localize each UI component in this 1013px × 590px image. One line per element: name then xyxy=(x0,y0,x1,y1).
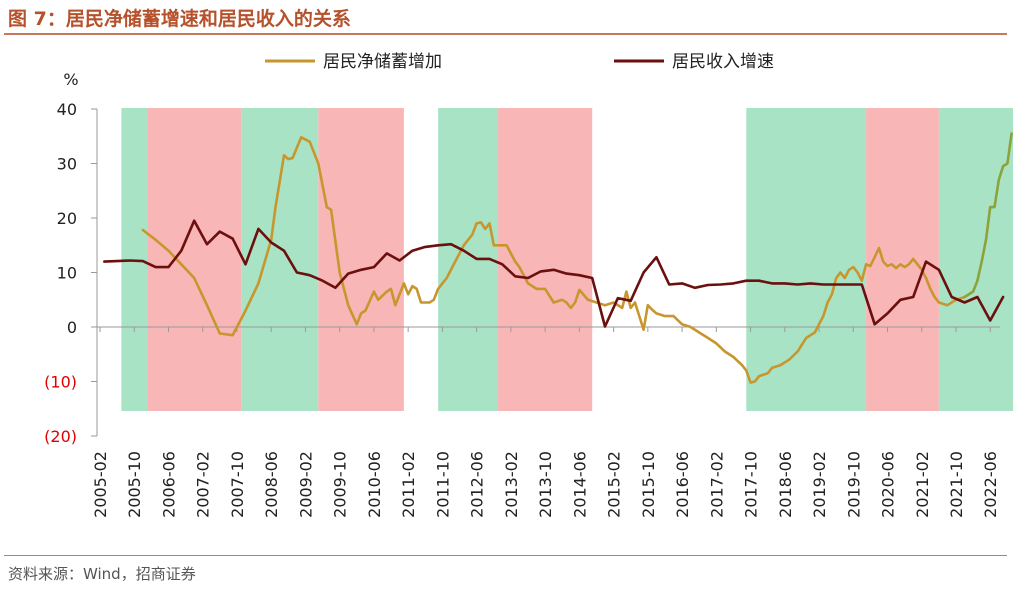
shaded-period-green xyxy=(746,108,867,411)
x-tick-label: 2021-02 xyxy=(913,451,932,518)
chart: 40 30 20 10 0 (10) (20)% 2005-02 2005-10 2006-06… xyxy=(44,52,1013,518)
x-tick-label: 2022-06 xyxy=(981,451,1000,518)
x-tick-label: 2007-10 xyxy=(228,451,247,518)
shaded-period-red xyxy=(318,108,404,411)
x-tick-label: 2019-10 xyxy=(844,451,863,518)
y-tick-label: 0 xyxy=(67,318,77,337)
y-axis-unit: % xyxy=(63,70,78,89)
x-tick-label: 2011-02 xyxy=(399,451,418,518)
x-tick-label: 2006-06 xyxy=(159,451,178,518)
series-line-0 xyxy=(141,136,966,384)
x-tick-label: 2015-10 xyxy=(639,451,658,518)
shaded-period-green xyxy=(241,108,319,411)
x-tick-label: 2020-06 xyxy=(879,451,898,518)
shaded-period-green xyxy=(938,108,1013,411)
y-tick-label: (10) xyxy=(44,373,77,392)
x-tick-label: 2014-06 xyxy=(570,451,589,518)
y-tick-label: 30 xyxy=(57,155,77,174)
legend: 居民净储蓄增加 居民收入增速 xyxy=(265,52,774,72)
y-axis: 40 30 20 10 0 (10) (20)% xyxy=(44,70,98,446)
x-tick-label: 2021-10 xyxy=(947,451,966,518)
x-tick-label: 2016-06 xyxy=(673,451,692,518)
footer-divider xyxy=(4,555,1007,556)
y-tick-label: (20) xyxy=(44,427,77,446)
series-line-1 xyxy=(103,219,1005,328)
y-tick-label: 40 xyxy=(57,100,77,119)
x-tick-label: 2019-02 xyxy=(810,451,829,518)
shaded-period-red xyxy=(147,108,242,411)
x-tick-label: 2018-06 xyxy=(776,451,795,518)
y-tick-label: 10 xyxy=(57,264,77,283)
x-tick-label: 2015-02 xyxy=(605,451,624,518)
x-tick-label: 2007-02 xyxy=(194,451,213,518)
shaded-period-red xyxy=(866,108,939,411)
x-tick-label: 2013-10 xyxy=(536,451,555,518)
x-tick-label: 2012-06 xyxy=(468,451,487,518)
y-tick-label: 20 xyxy=(57,209,77,228)
shaded-periods xyxy=(121,108,1013,411)
legend-label: 居民净储蓄增加 xyxy=(323,52,442,72)
series-line-2 xyxy=(963,132,1013,299)
x-tick-label: 2017-02 xyxy=(707,451,726,518)
x-tick-label: 2005-02 xyxy=(91,451,110,518)
x-tick-label: 2009-02 xyxy=(296,451,315,518)
x-tick-label: 2013-02 xyxy=(502,451,521,518)
x-tick-label: 2009-10 xyxy=(331,451,350,518)
x-tick-label: 2011-10 xyxy=(433,451,452,518)
legend-label: 居民收入增速 xyxy=(672,52,774,72)
chart-title: 图 7：居民净储蓄增速和居民收入的关系 xyxy=(8,8,351,30)
x-tick-label: 2017-10 xyxy=(742,451,761,518)
source-note: 资料来源：Wind，招商证券 xyxy=(8,565,196,583)
shaded-period-red xyxy=(498,108,593,411)
x-axis: 2005-02 2005-10 2006-06 2007-02 2007-10 2008-… xyxy=(91,326,1000,518)
series-lines xyxy=(103,132,1013,384)
title-divider xyxy=(4,33,1007,35)
x-tick-label: 2005-10 xyxy=(125,451,144,518)
x-tick-label: 2008-06 xyxy=(262,451,281,518)
x-tick-label: 2010-06 xyxy=(365,451,384,518)
